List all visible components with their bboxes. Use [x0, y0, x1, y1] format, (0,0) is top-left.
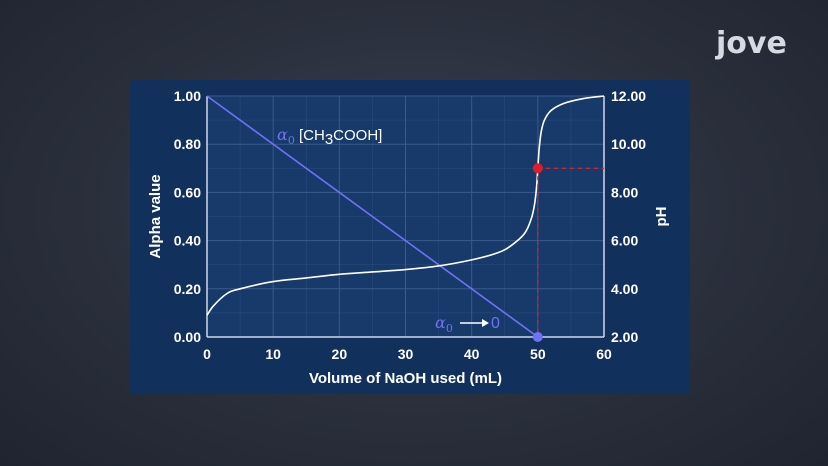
x-axis-title: Volume of NaOH used (mL)	[309, 370, 502, 387]
x-tick-label: 10	[265, 346, 281, 362]
x-tick-label: 60	[596, 346, 612, 362]
y-tick-label: 0.80	[174, 136, 201, 152]
ph-titration-curve	[206, 95, 605, 316]
alpha-zero-line	[206, 95, 539, 338]
alpha-series-label: α0 [CH3COOH]	[277, 125, 382, 148]
equivalence-point-marker	[532, 163, 543, 174]
y2-tick-label: 4.00	[611, 281, 638, 297]
chart-panel: 0 10 20 30 40 50 60 0.00 0.20 0.40 0.60 0.80 1.00 2.0…	[130, 80, 690, 394]
y2-tick-label: 12.00	[611, 88, 646, 104]
y2-tick-label: 6.00	[611, 233, 638, 249]
alpha-zero-annotation: α0	[435, 313, 453, 335]
y2-axis-title: pH	[653, 207, 670, 227]
x-tick-label: 50	[530, 346, 546, 362]
y-tick-label: 0.60	[174, 184, 201, 200]
x-tick-label: 20	[332, 346, 348, 362]
y-axis-title: Alpha value	[147, 174, 164, 258]
alpha-zero-arrow-head	[482, 319, 489, 327]
titration-chart: 0 10 20 30 40 50 60 0.00 0.20 0.40 0.60 0.80 1.00 2.0…	[147, 88, 670, 387]
y2-tick-label: 2.00	[611, 329, 638, 345]
y2-tick-label: 10.00	[611, 136, 646, 152]
y-tick-label: 0.00	[174, 329, 201, 345]
y-tick-label: 0.20	[174, 281, 201, 297]
alpha-zero-value: 0	[491, 315, 500, 332]
alpha-zero-point-marker	[532, 332, 543, 342]
x-tick-label: 0	[203, 346, 211, 362]
y-tick-label: 0.40	[174, 233, 201, 249]
y-tick-label: 1.00	[174, 88, 201, 104]
y2-tick-label: 8.00	[611, 184, 638, 200]
x-tick-label: 30	[398, 346, 414, 362]
jove-logo: jove	[716, 26, 787, 61]
x-tick-label: 40	[464, 346, 480, 362]
